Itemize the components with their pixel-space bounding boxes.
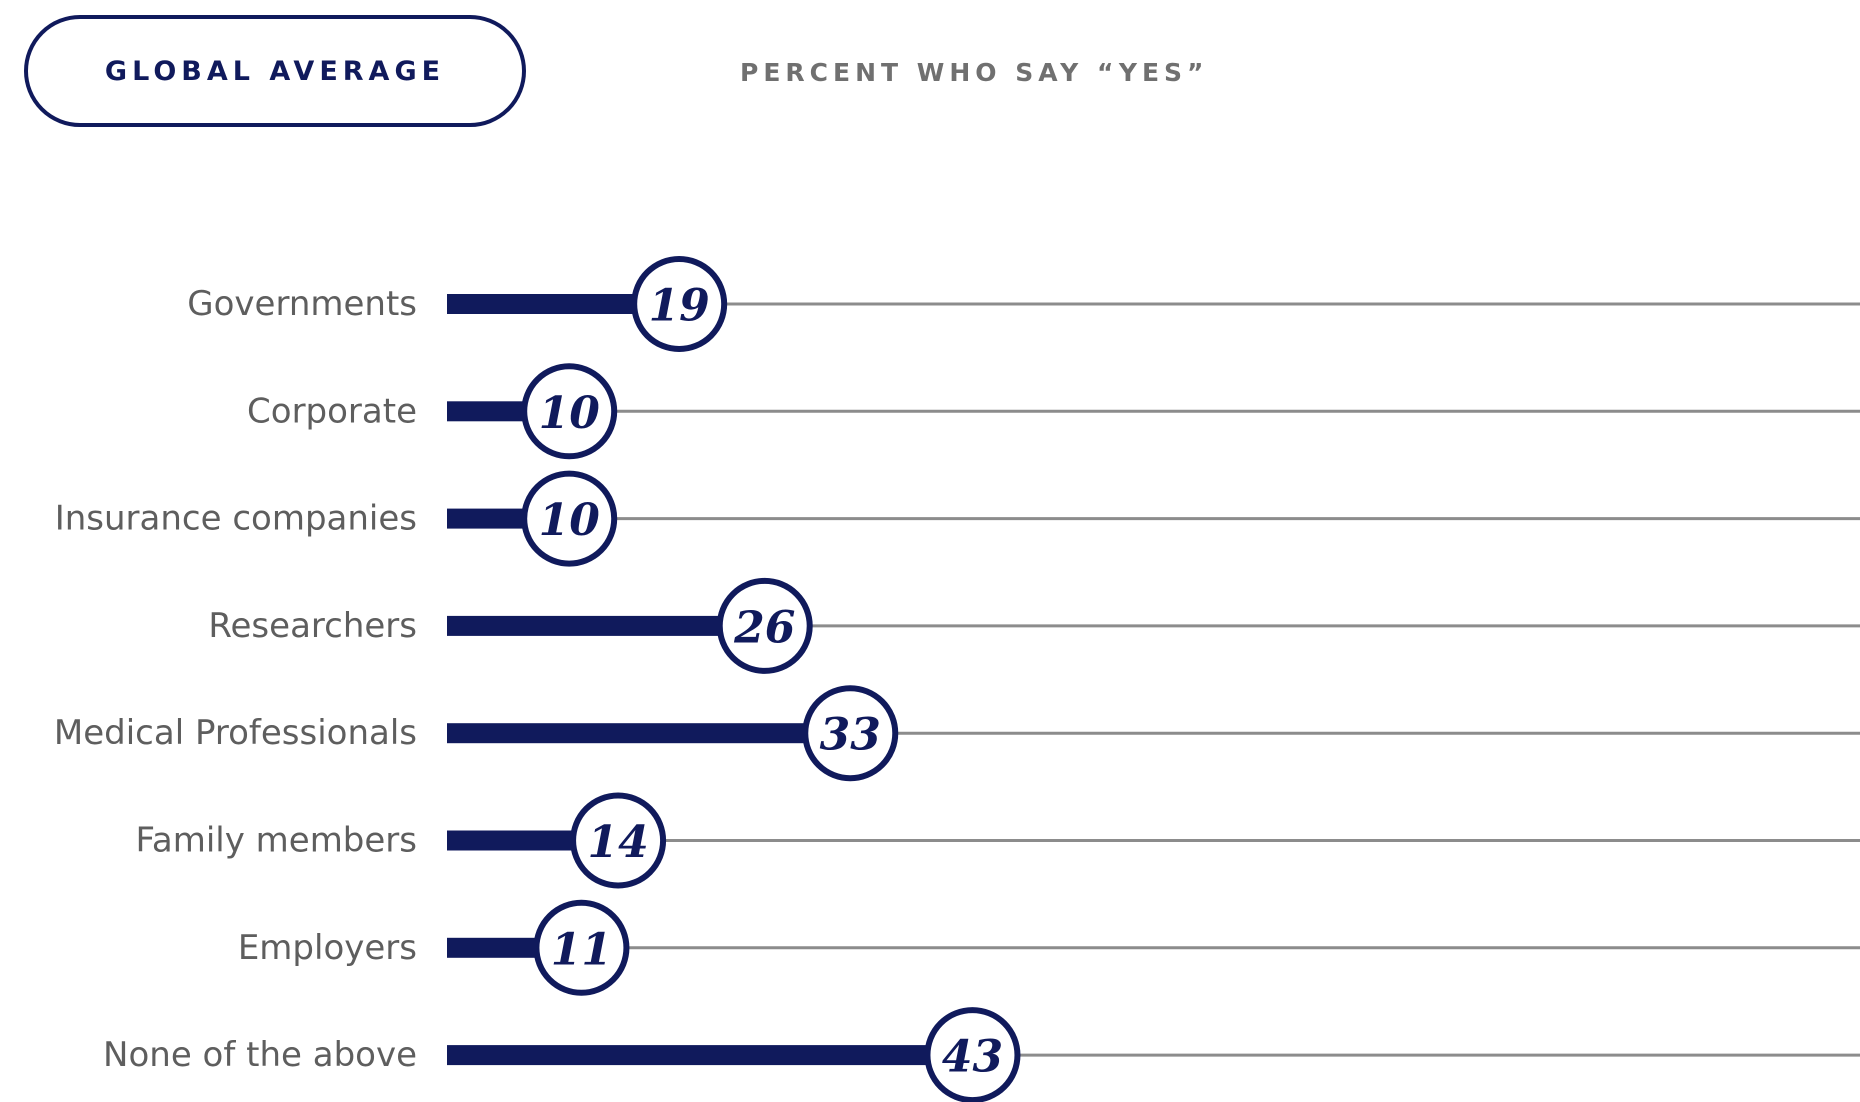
category-label: Family members	[135, 821, 417, 861]
value-label: 11	[551, 924, 612, 975]
category-label: Governments	[187, 284, 417, 324]
value-label: 19	[649, 281, 710, 332]
value-label: 14	[587, 817, 648, 868]
chart-row: Medical Professionals 33	[54, 685, 1860, 782]
value-circle	[521, 363, 618, 460]
category-label: None of the above	[103, 1035, 417, 1075]
value-circle	[924, 1007, 1021, 1102]
category-label: Corporate	[247, 391, 417, 431]
bar	[447, 1045, 973, 1066]
chart-row: None of the above 43	[103, 1007, 1860, 1102]
global-average-badge: GLOBAL AVERAGE	[24, 15, 526, 127]
value-circle	[533, 899, 630, 996]
global-average-label: GLOBAL AVERAGE	[104, 55, 446, 87]
bar	[447, 615, 765, 636]
chart-row: Family members 14	[135, 792, 1860, 889]
chart-row: Employers 11	[238, 899, 1860, 996]
category-label: Medical Professionals	[54, 713, 417, 753]
value-circle	[802, 685, 899, 782]
chart-row: Governments 19	[187, 256, 1860, 352]
value-label: 43	[942, 1032, 1003, 1083]
chart-row: Researchers 26	[208, 577, 1860, 674]
category-label: Employers	[238, 928, 417, 968]
bar	[447, 294, 680, 314]
value-circle	[521, 470, 618, 567]
value-circle	[716, 577, 813, 674]
bar	[447, 723, 851, 744]
value-label: 33	[820, 710, 881, 761]
category-label: Researchers	[208, 606, 417, 646]
value-label: 10	[539, 495, 601, 546]
value-circle	[631, 256, 728, 352]
chart-row: Insurance companies 10	[55, 470, 1860, 567]
value-circle	[570, 792, 667, 889]
chart-subtitle: PERCENT WHO SAY “YES”	[740, 58, 1209, 87]
value-label: 26	[733, 602, 795, 653]
chart-row: Corporate 10	[247, 363, 1860, 460]
category-label: Insurance companies	[55, 499, 417, 539]
value-label: 10	[539, 388, 601, 439]
